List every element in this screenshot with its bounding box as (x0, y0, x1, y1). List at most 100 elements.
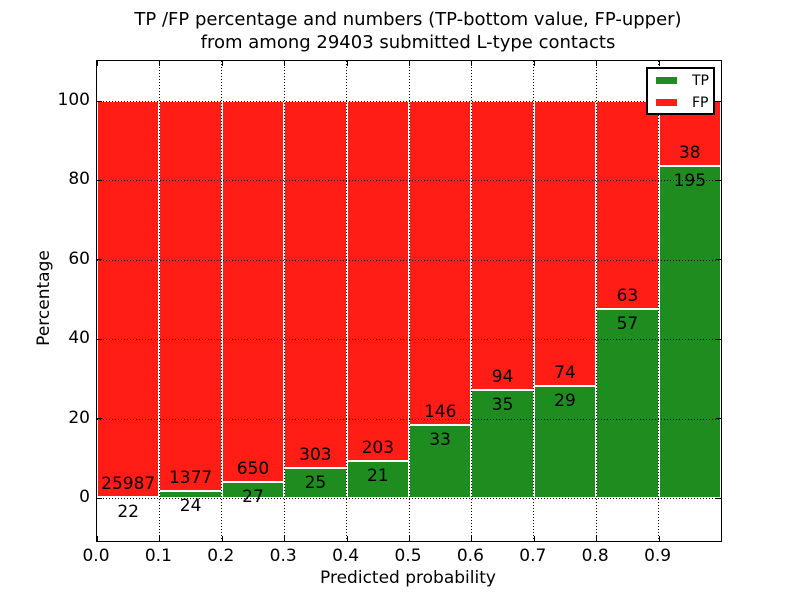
y-tick-label: 0 (79, 487, 90, 507)
grid-line-horizontal (97, 180, 721, 182)
y-tick-mark-right (716, 179, 721, 181)
fp-count-label: 38 (678, 142, 701, 163)
y-tick-mark (97, 259, 102, 261)
y-tick-mark (97, 418, 102, 420)
grid-line-vertical (658, 61, 660, 541)
fp-count-label: 74 (554, 363, 576, 384)
y-tick-mark (97, 100, 102, 102)
fp-bar-segment (409, 101, 472, 425)
fp-bar-segment (159, 101, 222, 492)
x-tick-mark-top (97, 61, 98, 66)
x-tick-mark (409, 536, 410, 541)
y-tick-mark (97, 179, 102, 181)
x-tick-mark-top (409, 61, 410, 66)
grid-line-vertical (346, 61, 348, 541)
fp-bar-segment (533, 101, 597, 387)
grid-line-vertical (595, 61, 597, 541)
fp-count-label: 146 (423, 401, 457, 422)
x-tick-label: 0.8 (581, 546, 609, 566)
y-tick-label: 60 (68, 248, 90, 269)
fp-legend-swatch (656, 99, 677, 106)
x-tick-label: 0.3 (269, 546, 297, 566)
x-tick-mark-top (346, 61, 348, 66)
fp-bar-segment (284, 101, 347, 468)
x-tick-mark-top (221, 61, 223, 66)
tp-count-label: 22 (117, 502, 140, 522)
x-tick-mark-top (658, 61, 660, 66)
x-tick-mark (658, 536, 660, 541)
x-tick-label: 0.4 (332, 546, 360, 566)
x-tick-label: 0.7 (519, 546, 547, 566)
x-tick-mark-top (471, 61, 473, 66)
tp-count-label: 57 (616, 314, 639, 335)
x-tick-label: 0.5 (394, 546, 422, 566)
grid-line-horizontal (97, 498, 721, 499)
legend-row: TP (648, 70, 713, 91)
tp-count-label: 21 (366, 465, 389, 486)
tp-legend-label: TP (692, 72, 709, 89)
y-tick-label: 20 (68, 407, 90, 428)
fp-bar-segment (346, 101, 409, 461)
x-tick-mark (471, 536, 473, 541)
tp-bar-segment (658, 165, 721, 498)
fp-bar-segment (97, 101, 160, 497)
fp-count-label: 303 (299, 444, 332, 465)
grid-line-vertical (221, 61, 223, 541)
plot-area: TP FP 25987 22 1377 24 650 27 303 25 203 21 146 33 94… (96, 60, 722, 542)
y-tick-mark-right (716, 338, 721, 340)
grid-line-horizontal (97, 101, 721, 102)
x-tick-mark (221, 536, 223, 541)
x-tick-mark (346, 536, 348, 541)
fp-count-label: 650 (236, 459, 270, 480)
fp-count-label: 94 (491, 367, 514, 388)
grid-line-horizontal (97, 259, 721, 261)
tp-bar-segment (533, 386, 597, 498)
tp-count-label: 29 (554, 391, 576, 412)
fp-bar-segment (471, 101, 534, 391)
grid-line-vertical (408, 61, 410, 541)
y-tick-mark-right (716, 418, 721, 420)
fp-bar-segment (596, 101, 659, 310)
chart-title: TP /FP percentage and numbers (TP-bottom… (96, 8, 720, 54)
y-tick-mark (97, 497, 102, 499)
x-tick-label: 0.6 (456, 546, 484, 566)
x-tick-mark (97, 536, 98, 541)
legend: TP FP (646, 67, 715, 115)
tp-bar-segment (159, 491, 222, 498)
x-tick-mark-top (533, 61, 535, 66)
y-tick-label: 40 (68, 328, 90, 349)
tp-count-label: 27 (242, 487, 264, 508)
tp-bar-segment (596, 309, 659, 498)
x-tick-mark-top (159, 61, 161, 66)
fp-count-label: 25987 (101, 474, 156, 494)
grid-line-vertical (533, 61, 535, 541)
x-tick-mark (159, 536, 161, 541)
y-tick-mark-right (716, 497, 721, 499)
fp-legend-label: FP (692, 94, 709, 111)
tp-count-label: 33 (429, 429, 452, 450)
tp-bar-segment (221, 482, 285, 498)
grid-line-horizontal (97, 418, 721, 420)
tp-bar-segment (471, 390, 534, 498)
x-tick-label: 0.9 (644, 546, 672, 566)
y-tick-label: 100 (57, 90, 90, 110)
x-tick-mark-top (596, 61, 598, 66)
fp-count-label: 203 (361, 437, 395, 458)
y-tick-mark (97, 338, 102, 340)
x-tick-label: 0.1 (144, 546, 172, 566)
grid-line-vertical (283, 61, 285, 541)
legend-row: FP (648, 92, 713, 113)
x-tick-mark (596, 536, 598, 541)
x-tick-mark (284, 536, 286, 541)
x-tick-label: 0.0 (82, 546, 110, 566)
tp-legend-swatch (656, 77, 677, 84)
tp-bar-segment (284, 467, 347, 498)
tp-count-label: 35 (491, 395, 514, 416)
tp-count-label: 25 (304, 472, 327, 493)
tp-count-label: 24 (179, 496, 202, 517)
grid-line-vertical (470, 61, 472, 541)
chart-title-line-2: from among 29403 submitted L-type contac… (200, 32, 616, 53)
tp-bar-segment (346, 460, 409, 498)
x-tick-label: 0.2 (207, 546, 235, 566)
